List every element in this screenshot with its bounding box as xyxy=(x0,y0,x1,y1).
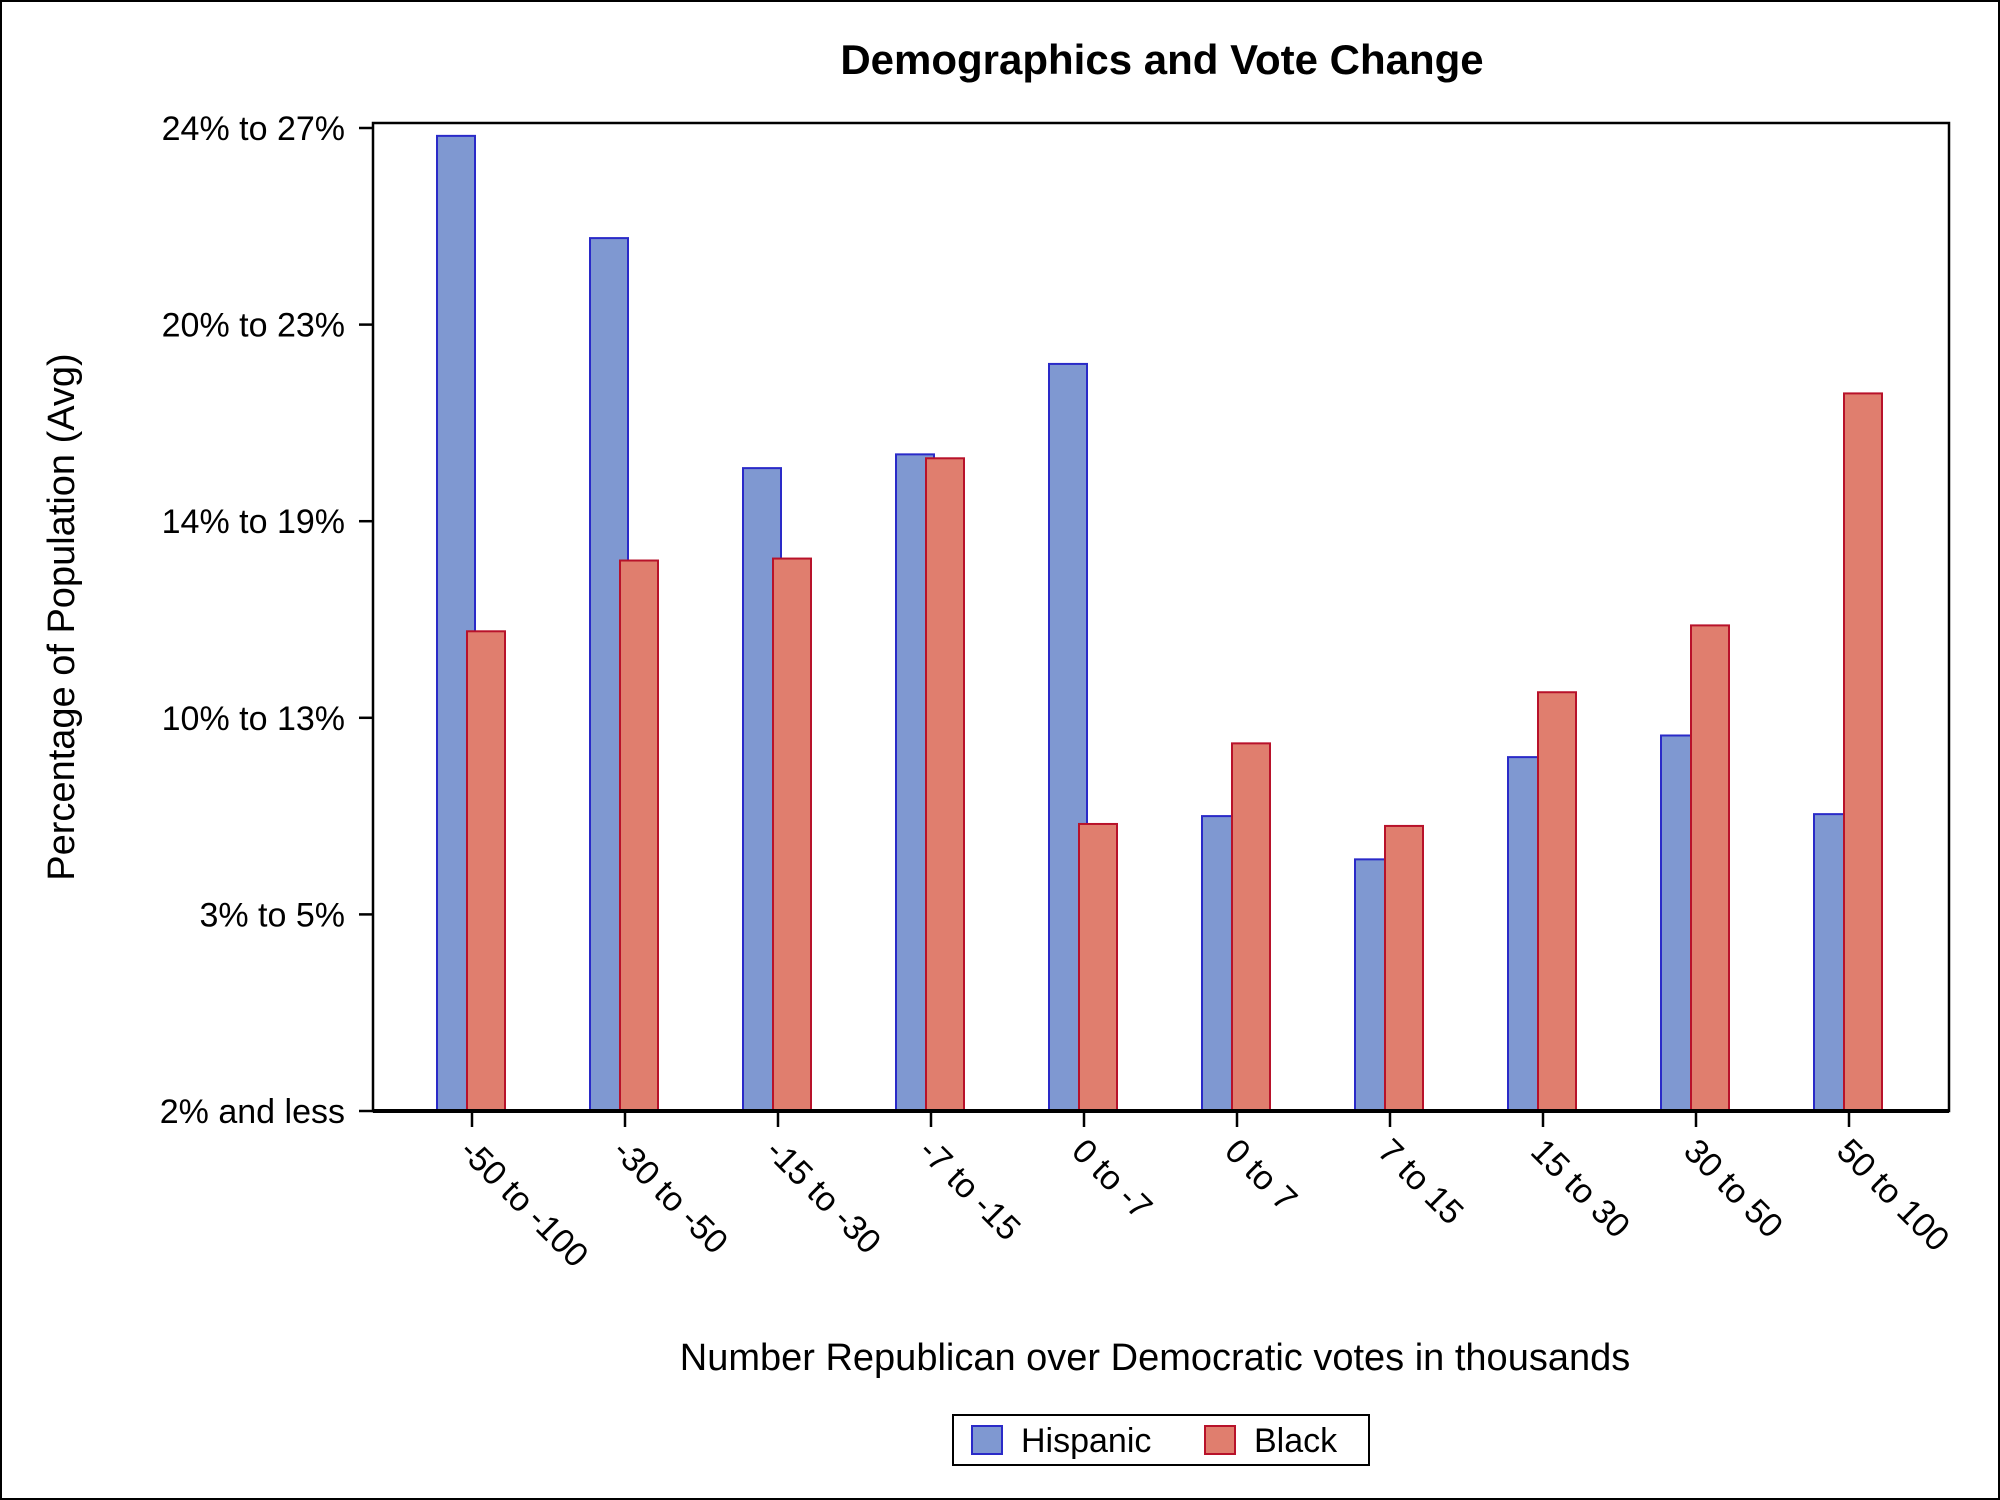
y-axis: 2% and less 3% to 5% 10% to 13% 14% to 19% 2… xyxy=(160,110,373,1131)
bars-group xyxy=(436,134,1883,1113)
legend-label-hispanic: Hispanic xyxy=(1021,1422,1151,1460)
legend-swatch-hispanic xyxy=(971,1425,1003,1455)
x-tick-label: 30 to 50 xyxy=(1676,1132,1790,1246)
legend: Hispanic Black xyxy=(971,1422,1338,1460)
bar-black xyxy=(1384,824,1424,1112)
chart-title: Demographics and Vote Change xyxy=(840,36,1483,83)
bar-hispanic xyxy=(1048,362,1088,1113)
x-tick-label: 15 to 30 xyxy=(1523,1132,1637,1246)
x-axis: -50 to -100 -30 to -50 -15 to -30 -7 to -15… xyxy=(452,1111,1956,1275)
bar-black xyxy=(925,457,965,1112)
bar-black xyxy=(1843,392,1883,1113)
bar-black xyxy=(619,559,659,1112)
legend-box xyxy=(952,1414,1370,1466)
y-tick-label: 24% to 27% xyxy=(162,110,345,148)
bar-black xyxy=(1537,691,1577,1112)
y-axis-label: Percentage of Population (Avg) xyxy=(41,353,83,880)
y-tick-label: 3% to 5% xyxy=(199,896,345,934)
y-tick-label: 2% and less xyxy=(160,1093,345,1131)
bar-black xyxy=(1690,624,1730,1112)
x-tick-label: 0 to 7 xyxy=(1217,1132,1304,1219)
y-tick-label: 10% to 13% xyxy=(162,700,345,738)
y-tick-label: 20% to 23% xyxy=(162,307,345,345)
x-tick-label: -7 to -15 xyxy=(911,1132,1027,1248)
x-tick-label: 7 to 15 xyxy=(1370,1132,1470,1232)
y-tick-label: 14% to 19% xyxy=(162,503,345,541)
bar-black xyxy=(1078,822,1118,1112)
x-tick-label: 50 to 100 xyxy=(1829,1132,1956,1259)
x-tick-label: 0 to -7 xyxy=(1064,1132,1159,1227)
bar-black xyxy=(772,557,812,1112)
x-tick-label: -30 to -50 xyxy=(605,1132,735,1262)
x-tick-label: -50 to -100 xyxy=(452,1132,595,1275)
bar-black xyxy=(1231,742,1271,1112)
x-tick-label: -15 to -30 xyxy=(758,1132,888,1262)
x-axis-label: Number Republican over Democratic votes … xyxy=(680,1337,1630,1379)
legend-swatch-black xyxy=(1204,1425,1236,1455)
bar-black xyxy=(466,630,506,1113)
legend-label-black: Black xyxy=(1254,1422,1338,1460)
